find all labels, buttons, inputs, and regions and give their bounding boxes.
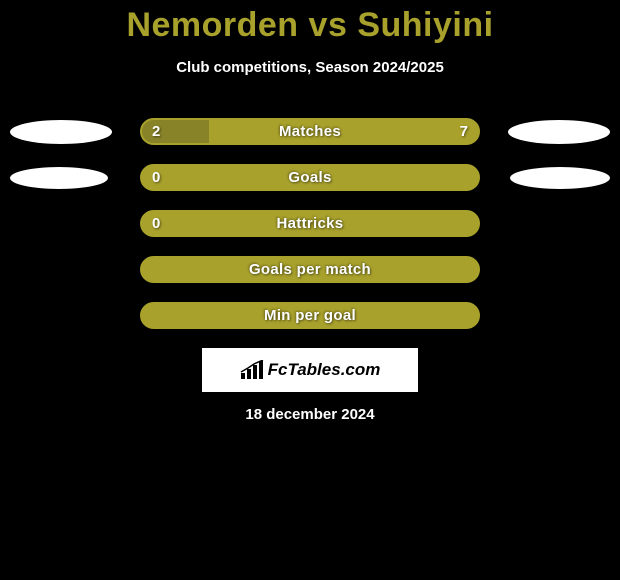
stat-label: Goals: [142, 166, 478, 189]
team-left-badge: [10, 120, 112, 144]
left-badge-slot: [10, 167, 140, 189]
stat-value-left: 0: [152, 166, 160, 189]
stat-label: Hattricks: [142, 212, 478, 235]
stat-bar: Min per goal: [140, 302, 480, 329]
team-left-badge: [10, 167, 108, 189]
right-badge-slot: [480, 167, 610, 189]
stat-row: Matches2 7: [0, 118, 620, 145]
brand-label: FcTables.com: [268, 360, 381, 380]
stat-row: Goals per match: [0, 256, 620, 283]
stat-bar: Goals per match: [140, 256, 480, 283]
vs-label: vs: [309, 6, 348, 44]
stat-label: Min per goal: [142, 304, 478, 327]
stat-bar: Matches2 7: [140, 118, 480, 145]
right-badge-slot: [480, 120, 610, 144]
left-badge-slot: [10, 120, 140, 144]
stat-label: Matches: [142, 120, 478, 143]
comparison-title: Nemorden vs Suhiyini: [0, 0, 620, 45]
stat-label: Goals per match: [142, 258, 478, 281]
team-right-name: Suhiyini: [357, 6, 493, 44]
stat-row: Hattricks0: [0, 210, 620, 237]
stat-bar: Hattricks0: [140, 210, 480, 237]
team-right-badge: [508, 120, 610, 144]
stat-value-left: 2: [152, 120, 160, 143]
team-right-badge: [510, 167, 610, 189]
stat-row: Goals0: [0, 164, 620, 191]
date-label: 18 december 2024: [0, 406, 620, 423]
stat-rows: Matches27Goals0Hattricks0Goals per match…: [0, 118, 620, 329]
subtitle: Club competitions, Season 2024/2025: [0, 59, 620, 76]
stat-row: Min per goal: [0, 302, 620, 329]
stat-bar: Goals0: [140, 164, 480, 191]
brand-box: FcTables.com: [202, 348, 418, 392]
team-left-name: Nemorden: [126, 6, 298, 44]
stat-value-left: 0: [152, 212, 160, 235]
chart-icon: [240, 360, 264, 380]
stat-value-right: 7: [460, 120, 468, 143]
